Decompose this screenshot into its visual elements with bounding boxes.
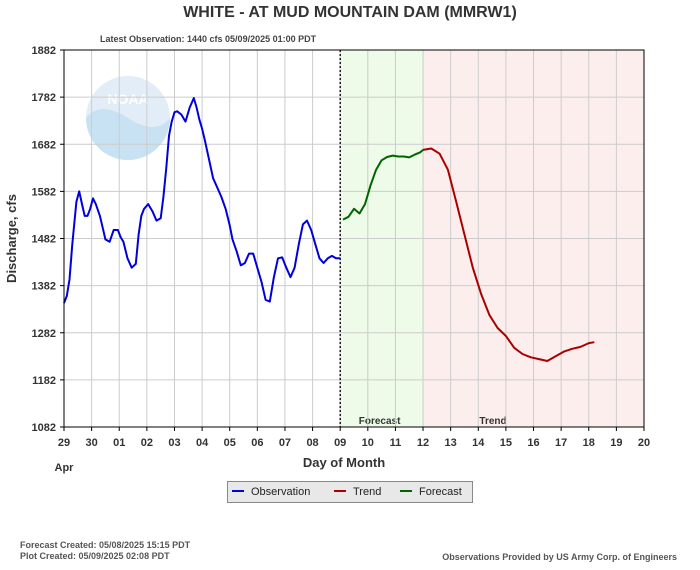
series-line-trend (422, 147, 595, 362)
x-tick-label: 02 (141, 437, 153, 449)
y-tick-label: 1182 (32, 375, 56, 387)
y-tick-label: 1082 (32, 422, 56, 434)
x-tick-label: 10 (362, 437, 374, 449)
series-line-observation (63, 97, 341, 304)
legend-item-observation: Observation (232, 486, 310, 498)
x-tick-label: 30 (85, 437, 97, 449)
x-tick-label: 03 (168, 437, 180, 449)
plot-created-text: Plot Created: 05/09/2025 02:08 PDT (20, 551, 170, 561)
noaa-logo: NOAA (86, 76, 170, 160)
source-credit-text: Observations Provided by US Army Corp. o… (442, 552, 677, 562)
x-tick-label: 04 (196, 437, 209, 449)
legend-item-trend: Trend (334, 486, 381, 498)
chart-title: WHITE - AT MUD MOUNTAIN DAM (MMRW1) (183, 4, 517, 21)
y-tick-label: 1582 (32, 186, 56, 198)
x-tick-label: 05 (224, 437, 236, 449)
x-tick-label: 20 (638, 437, 650, 449)
x-tick-label: 18 (583, 437, 595, 449)
legend-swatch-trend (334, 490, 346, 493)
x-tick-label: 01 (113, 437, 125, 449)
y-axis-label: Discharge, cfs (4, 194, 19, 283)
x-tick-label: 14 (472, 437, 485, 449)
x-tick-label: 16 (527, 437, 539, 449)
x-tick-label: 19 (610, 437, 622, 449)
x-tick-label: 06 (251, 437, 263, 449)
y-tick-label: 1682 (32, 139, 56, 151)
x-tick-label: 07 (279, 437, 291, 449)
legend-swatch-observation (232, 490, 244, 493)
x-tick-label: 08 (306, 437, 318, 449)
series-line-forecast (342, 149, 424, 221)
legend-label-trend: Trend (353, 486, 382, 498)
legend-label-observation: Observation (251, 486, 311, 498)
x-tick-label: 12 (417, 437, 429, 449)
x-tick-label: 15 (500, 437, 512, 449)
noaa-logo-text: NOAA (107, 91, 148, 107)
legend-item-forecast: Forecast (400, 486, 462, 498)
y-tick-label: 1882 (32, 45, 56, 57)
x-tick-label: 11 (390, 437, 402, 449)
latest-observation-text: Latest Observation: 1440 cfs 05/09/2025 … (100, 34, 317, 44)
y-tick-label: 1382 (32, 281, 56, 293)
legend-label-forecast: Forecast (419, 486, 462, 498)
x-month-label: Apr (55, 462, 75, 474)
region-label-trend: Trend (479, 416, 506, 427)
region-label-forecast: Forecast (359, 416, 401, 427)
forecast-created-text: Forecast Created: 05/08/2025 15:15 PDT (20, 540, 191, 550)
y-tick-label: 1482 (32, 234, 56, 246)
x-tick-label: 29 (58, 437, 70, 449)
legend-swatch-forecast (400, 490, 412, 493)
y-tick-label: 1282 (32, 328, 56, 340)
y-tick-label: 1782 (32, 92, 56, 104)
chart-legend: Observation Trend Forecast (227, 481, 473, 503)
x-tick-label: 09 (334, 437, 346, 449)
x-axis-label: Day of Month (303, 455, 385, 470)
x-tick-label: 17 (555, 437, 567, 449)
x-tick-label: 13 (445, 437, 457, 449)
